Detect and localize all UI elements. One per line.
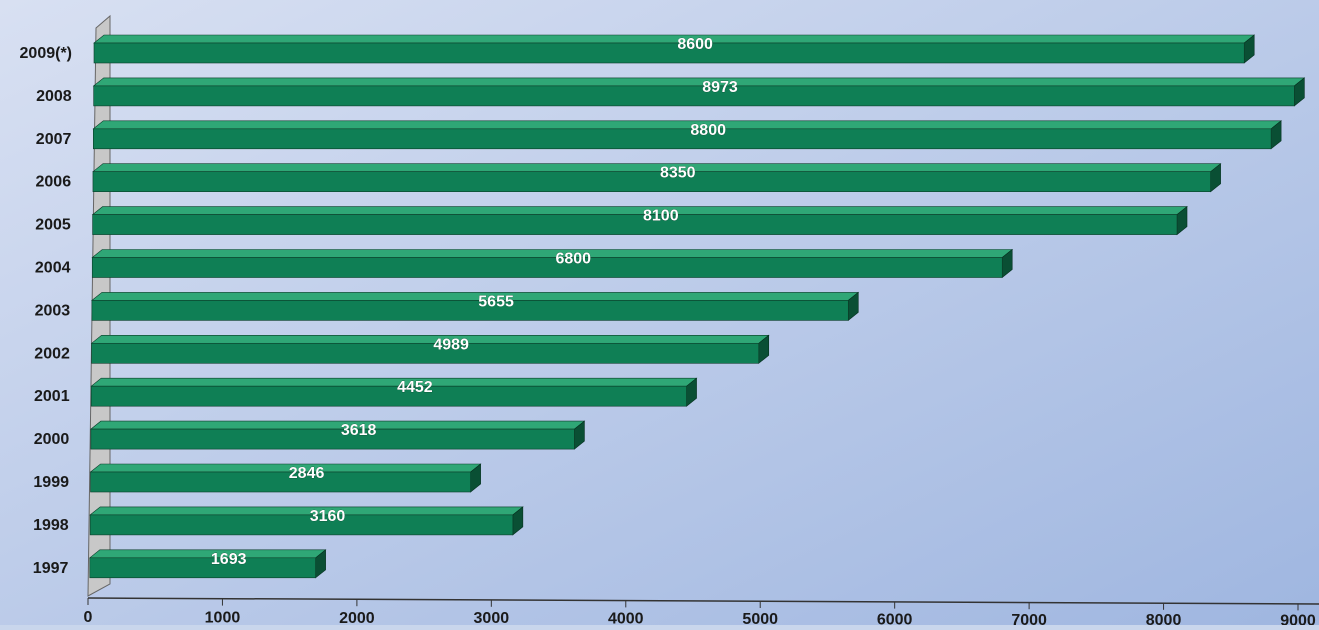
bar: 4452 [90,377,698,407]
bar: 1693 [88,549,327,579]
bar: 3160 [89,506,524,536]
y-category-label: 2001 [34,388,70,405]
y-category-label: 2003 [35,302,71,319]
bar-top-face [89,463,482,473]
bar-front-face [90,385,687,407]
y-category-label: 1997 [33,560,69,577]
y-category-label: 2007 [36,131,72,148]
bar-data-label: 1693 [211,551,247,568]
bar-front-face [89,514,514,536]
bar-front-face [93,85,1295,107]
bar-front-face [92,171,1211,192]
bars-group: 8600 8973 8800 8350 8100 6800 5655 4989 4452 3618… [88,34,1306,579]
bar-data-label: 8600 [677,36,713,53]
bar-front-face [91,342,760,364]
bar-data-label: 4452 [397,379,433,396]
bar-top-face [92,120,1282,130]
bar: 2846 [89,463,482,493]
bar-top-face [89,420,586,430]
bar-top-face [89,506,524,516]
bar-front-face [93,42,1245,64]
x-tick-label: 9000 [1280,613,1316,625]
y-category-label: 2000 [34,431,70,448]
bar-front-face [89,557,316,579]
bar-data-label: 4989 [433,336,469,353]
bar: 6800 [91,248,1014,279]
bar-data-label: 8973 [702,79,738,96]
y-category-label: 2002 [34,345,70,362]
bar-data-label: 8800 [690,122,726,139]
bar-top-face [91,292,860,301]
bar-data-label: 5655 [478,293,514,310]
y-category-label: 2006 [36,174,72,191]
bar-top-face [91,206,1188,215]
x-tick-label: 1000 [205,609,241,625]
y-category-label: 1999 [33,474,69,491]
bar-front-face [91,257,1003,278]
bar-front-face [92,214,1178,235]
bar-top-face [88,549,327,559]
bar: 8100 [91,205,1188,236]
y-axis: 2009(*) 2008 2007 2006 2005 2004 2003 2002 2001 2… [20,45,72,577]
bar: 3618 [89,420,586,450]
bar: 5655 [91,291,860,322]
x-axis-line [87,597,1319,605]
x-tick-label: 5000 [742,611,778,625]
x-tick-label: 3000 [474,610,510,625]
bar-top-face [92,163,1222,172]
y-category-label: 2004 [35,260,71,277]
bar-front-face [90,428,575,450]
bar-data-label: 2846 [289,465,325,482]
bar-data-label: 3160 [310,508,346,525]
bar-top-face [92,77,1306,87]
y-category-label: 2009(*) [20,45,72,62]
bar-top-face [93,34,1256,44]
x-tick-label: 7000 [1011,612,1047,625]
y-category-label: 2008 [36,88,72,105]
bar-front-face [91,300,849,321]
x-tick-label: 2000 [339,610,375,625]
x-tick-label: 4000 [608,611,644,625]
x-tick-label: 8000 [1146,612,1182,625]
bar: 8973 [92,77,1306,107]
x-tick-label: 6000 [877,611,913,625]
bar-front-face [93,128,1272,150]
bar-top-face [90,377,698,387]
bar: 8350 [92,163,1222,193]
bar-data-label: 8350 [660,165,696,182]
bar-front-face [90,471,471,493]
y-category-label: 1998 [33,517,69,534]
bar-data-label: 6800 [555,251,591,268]
bar: 8800 [92,120,1282,150]
y-category-label: 2005 [35,217,71,234]
bar-top-face [90,334,770,344]
bar-top-face [91,249,1014,258]
bar: 4989 [90,334,770,364]
bar-data-label: 3618 [341,422,377,439]
bar-data-label: 8100 [643,208,679,225]
bar: 8600 [93,34,1256,64]
x-tick-label: 0 [84,609,93,625]
